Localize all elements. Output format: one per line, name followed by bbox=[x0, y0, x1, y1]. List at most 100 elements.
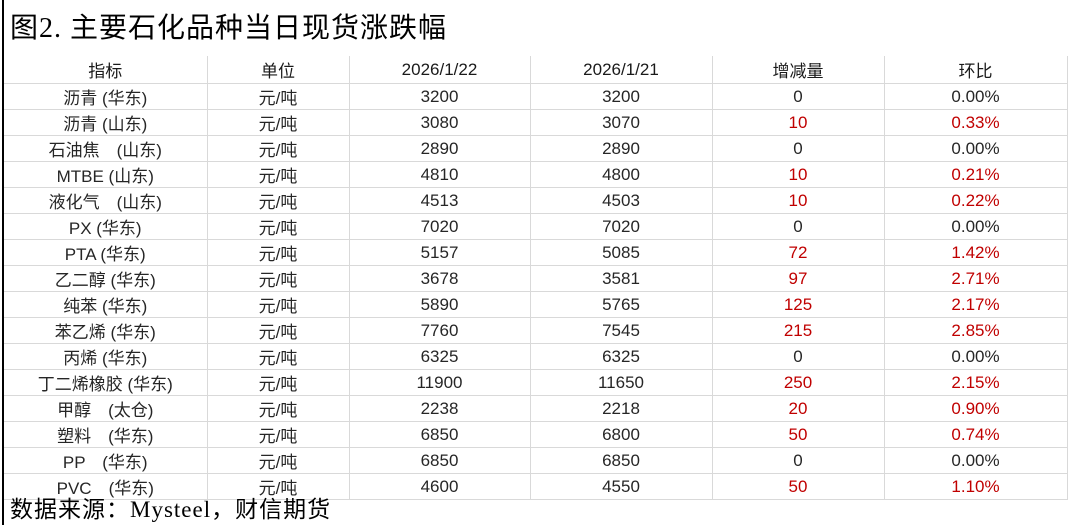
table-row: 沥青 (华东) 元/吨 3200 3200 0 0.00% bbox=[4, 83, 1068, 110]
table-cell: 纯苯 (华东) bbox=[4, 291, 208, 318]
table-cell: 11900 bbox=[349, 369, 531, 396]
table-cell: 125 bbox=[712, 291, 885, 318]
figure-title: 图2. 主要石化品种当日现货涨跌幅 bbox=[10, 13, 448, 44]
table-cell: 3678 bbox=[349, 265, 531, 292]
table-row: 塑料 (华东) 元/吨 6850 6800 50 0.74% bbox=[4, 421, 1068, 448]
table-cell: 丁二烯橡胶 (华东) bbox=[4, 369, 208, 396]
table-cell: 丙烯 (华东) bbox=[4, 343, 208, 370]
table-header-row: 指标 单位 2026/1/22 2026/1/21 增减量 环比 bbox=[4, 56, 1068, 84]
table-cell: 5890 bbox=[349, 291, 531, 318]
table-cell: 0 bbox=[712, 213, 885, 240]
table-cell: 10 bbox=[712, 187, 885, 214]
table-cell: 3581 bbox=[530, 265, 713, 292]
table-cell: 5157 bbox=[349, 239, 531, 266]
spot-price-table: 指标 单位 2026/1/22 2026/1/21 增减量 环比 沥青 (华东)… bbox=[4, 56, 1068, 500]
table-cell: 6850 bbox=[349, 447, 531, 474]
table-cell: 4503 bbox=[530, 187, 713, 214]
table-row: 甲醇 (太仓) 元/吨 2238 2218 20 0.90% bbox=[4, 395, 1068, 422]
column-header-date-previous: 2026/1/21 bbox=[530, 56, 713, 84]
table-row: 乙二醇 (华东) 元/吨 3678 3581 97 2.71% bbox=[4, 265, 1068, 292]
table-cell: 0.21% bbox=[884, 161, 1068, 188]
table-cell: 72 bbox=[712, 239, 885, 266]
table-cell: 3200 bbox=[349, 83, 531, 110]
table-cell: 元/吨 bbox=[207, 161, 350, 188]
table-cell: MTBE (山东) bbox=[4, 161, 208, 188]
table-cell: 石油焦 (山东) bbox=[4, 135, 208, 162]
table-cell: 0 bbox=[712, 135, 885, 162]
table-cell: 0.22% bbox=[884, 187, 1068, 214]
table-row: MTBE (山东) 元/吨 4810 4800 10 0.21% bbox=[4, 161, 1068, 188]
table-cell: 元/吨 bbox=[207, 187, 350, 214]
table-cell: 元/吨 bbox=[207, 291, 350, 318]
table-cell: 2.15% bbox=[884, 369, 1068, 396]
table-cell: 6850 bbox=[530, 447, 713, 474]
table-row: PTA (华东) 元/吨 5157 5085 72 1.42% bbox=[4, 239, 1068, 266]
table-cell: 0.33% bbox=[884, 109, 1068, 136]
table-cell: 2890 bbox=[530, 135, 713, 162]
table-cell: 0.00% bbox=[884, 83, 1068, 110]
table-cell: 50 bbox=[712, 473, 885, 500]
table-cell: 3200 bbox=[530, 83, 713, 110]
table-cell: 4550 bbox=[530, 473, 713, 500]
table-cell: 215 bbox=[712, 317, 885, 344]
table-cell: 沥青 (华东) bbox=[4, 83, 208, 110]
table-row: 苯乙烯 (华东) 元/吨 7760 7545 215 2.85% bbox=[4, 317, 1068, 344]
table-row: 液化气 (山东) 元/吨 4513 4503 10 0.22% bbox=[4, 187, 1068, 214]
table-row: 丙烯 (华东) 元/吨 6325 6325 0 0.00% bbox=[4, 343, 1068, 370]
table-cell: PX (华东) bbox=[4, 213, 208, 240]
table-cell: 元/吨 bbox=[207, 473, 350, 500]
table-cell: 元/吨 bbox=[207, 135, 350, 162]
column-header-date-current: 2026/1/22 bbox=[349, 56, 531, 84]
table-cell: 元/吨 bbox=[207, 447, 350, 474]
table-cell: 塑料 (华东) bbox=[4, 421, 208, 448]
column-header-unit: 单位 bbox=[207, 56, 350, 84]
table-cell: PTA (华东) bbox=[4, 239, 208, 266]
table-cell: 4600 bbox=[349, 473, 531, 500]
table-cell: 甲醇 (太仓) bbox=[4, 395, 208, 422]
table-cell: 6800 bbox=[530, 421, 713, 448]
table-cell: 2.71% bbox=[884, 265, 1068, 292]
table-row: 纯苯 (华东) 元/吨 5890 5765 125 2.17% bbox=[4, 291, 1068, 318]
table-cell: 2218 bbox=[530, 395, 713, 422]
table-cell: 7760 bbox=[349, 317, 531, 344]
column-header-change-amount: 增减量 bbox=[712, 56, 885, 84]
table-cell: 元/吨 bbox=[207, 109, 350, 136]
table-cell: 2890 bbox=[349, 135, 531, 162]
table-cell: 4513 bbox=[349, 187, 531, 214]
table-cell: 2.17% bbox=[884, 291, 1068, 318]
table-cell: 乙二醇 (华东) bbox=[4, 265, 208, 292]
table-cell: 元/吨 bbox=[207, 213, 350, 240]
data-source-note: 数据来源：Mysteel，财信期货 bbox=[10, 497, 332, 522]
table-cell: 7545 bbox=[530, 317, 713, 344]
table-cell: 4810 bbox=[349, 161, 531, 188]
table-cell: 5765 bbox=[530, 291, 713, 318]
table-cell: 1.42% bbox=[884, 239, 1068, 266]
table-cell: 6325 bbox=[530, 343, 713, 370]
table-body: 沥青 (华东) 元/吨 3200 3200 0 0.00% 沥青 (山东) 元/吨 3080 30… bbox=[4, 83, 1068, 500]
table-cell: 2.85% bbox=[884, 317, 1068, 344]
table-cell: 苯乙烯 (华东) bbox=[4, 317, 208, 344]
table-cell: 1.10% bbox=[884, 473, 1068, 500]
table-cell: PP (华东) bbox=[4, 447, 208, 474]
table-cell: 250 bbox=[712, 369, 885, 396]
table-cell: 0.00% bbox=[884, 135, 1068, 162]
table-cell: 元/吨 bbox=[207, 317, 350, 344]
table-cell: 元/吨 bbox=[207, 83, 350, 110]
table-header: 指标 单位 2026/1/22 2026/1/21 增减量 环比 bbox=[4, 56, 1068, 84]
table-cell: 元/吨 bbox=[207, 421, 350, 448]
table-cell: 0 bbox=[712, 447, 885, 474]
table-cell: 10 bbox=[712, 109, 885, 136]
table-cell: 6325 bbox=[349, 343, 531, 370]
table-cell: 0.90% bbox=[884, 395, 1068, 422]
table-row: 沥青 (山东) 元/吨 3080 3070 10 0.33% bbox=[4, 109, 1068, 136]
table-cell: 50 bbox=[712, 421, 885, 448]
table-cell: 11650 bbox=[530, 369, 713, 396]
table-cell: 沥青 (山东) bbox=[4, 109, 208, 136]
table-cell: 0.00% bbox=[884, 343, 1068, 370]
table-cell: 4800 bbox=[530, 161, 713, 188]
table-cell: 元/吨 bbox=[207, 239, 350, 266]
table-cell: 元/吨 bbox=[207, 265, 350, 292]
table-row: PX (华东) 元/吨 7020 7020 0 0.00% bbox=[4, 213, 1068, 240]
table-cell: 97 bbox=[712, 265, 885, 292]
table-cell: 元/吨 bbox=[207, 369, 350, 396]
